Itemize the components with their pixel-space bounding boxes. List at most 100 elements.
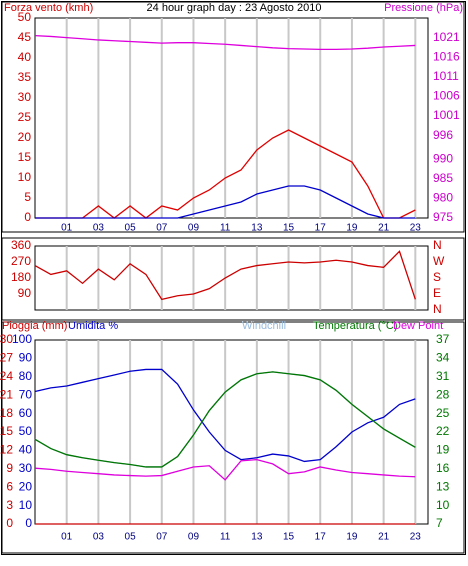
series-line (35, 129, 416, 219)
x-tick-label: 15 (283, 532, 295, 543)
y3-tick-label: 40 (19, 443, 33, 457)
y2-tick-label: N (433, 302, 442, 316)
x-tick-label: 01 (61, 532, 73, 543)
x-tick-label: 09 (188, 532, 200, 543)
x-tick-label: 17 (315, 223, 327, 234)
y3-tick-label: 100 (12, 332, 32, 346)
y2-tick-label: 25 (436, 406, 450, 420)
y2-tick-label: W (433, 254, 445, 268)
y-tick-label: 9 (6, 461, 13, 475)
plot-area (34, 245, 429, 311)
x-tick-label: 09 (188, 223, 200, 234)
y3-tick-label: 50 (19, 424, 33, 438)
y2-axis-label: Pressione (hPa) (384, 2, 463, 14)
y-tick-label: 15 (0, 424, 13, 438)
x-tick-label: 07 (156, 223, 168, 234)
y2-tick-label: N (433, 238, 442, 252)
y-tick-label: 30 (18, 90, 32, 104)
x-tick-label: 07 (156, 532, 168, 543)
y-tick-label: 0 (6, 516, 13, 530)
x-tick-label: 03 (93, 223, 105, 234)
y-tick-label: 6 (6, 479, 13, 493)
y3-tick-label: 90 (19, 351, 33, 365)
y2-tick-label: 10 (436, 498, 450, 512)
y-tick-label: 35 (18, 70, 32, 84)
y3-tick-label: 60 (19, 406, 33, 420)
x-tick-label: 05 (125, 532, 137, 543)
y2-tick-label: 980 (433, 191, 453, 205)
x-tick-label: 03 (93, 532, 105, 543)
legend-entry: Dew Point (393, 320, 443, 332)
y-tick-label: 21 (0, 387, 13, 401)
y3-tick-label: 0 (25, 516, 32, 530)
series-line (35, 185, 416, 219)
y2-tick-label: 1006 (433, 89, 460, 103)
y2-tick-label: 34 (436, 351, 450, 365)
series-line (34, 371, 416, 468)
y2-tick-label: 22 (436, 424, 450, 438)
y2-tick-label: S (433, 270, 441, 284)
series-line (34, 458, 416, 481)
panel-frame (1, 321, 465, 554)
chart-title: 24 hour graph day : 23 Agosto 2010 (147, 2, 322, 14)
y2-tick-label: 7 (436, 516, 443, 530)
y3-tick-label: 80 (19, 369, 33, 383)
series-line (34, 368, 416, 463)
legend-entry: Temperatura (°C) (313, 320, 397, 332)
y2-tick-label: 996 (433, 128, 453, 142)
y2-tick-label: E (433, 286, 441, 300)
x-tick-label: 15 (283, 223, 295, 234)
x-tick-label: 01 (61, 223, 73, 234)
y2-tick-label: 990 (433, 151, 453, 165)
y3-tick-label: 10 (19, 498, 33, 512)
y2-tick-label: 1001 (433, 108, 460, 122)
y-tick-label: 45 (18, 30, 32, 44)
y-tick-label: 27 (0, 351, 13, 365)
y-tick-label: 90 (18, 286, 32, 300)
y2-tick-label: 1016 (433, 49, 460, 63)
legend-entry: Pioggia (mm) (2, 320, 67, 332)
x-tick-label: 21 (378, 532, 390, 543)
x-tick-label: 21 (378, 223, 390, 234)
y3-tick-label: 20 (19, 479, 33, 493)
x-tick-label: 17 (315, 532, 327, 543)
y2-tick-label: 985 (433, 171, 453, 185)
y-tick-label: 15 (18, 150, 32, 164)
y-tick-label: 3 (6, 498, 13, 512)
y3-tick-label: 70 (19, 387, 33, 401)
x-tick-label: 23 (410, 223, 422, 234)
y-tick-label: 24 (0, 369, 13, 383)
y-tick-label: 0 (24, 210, 31, 224)
y-tick-label: 50 (18, 10, 32, 24)
y3-tick-label: 30 (19, 461, 33, 475)
y2-tick-label: 1021 (433, 30, 460, 44)
y-tick-label: 360 (11, 238, 31, 252)
plot-area (34, 339, 429, 525)
x-tick-label: 23 (410, 532, 422, 543)
panel-frame (1, 237, 465, 321)
y2-tick-label: 13 (436, 479, 450, 493)
y2-tick-label: 19 (436, 443, 450, 457)
legend-entry: Umidita % (68, 320, 118, 332)
x-tick-label: 11 (220, 532, 231, 543)
y-tick-label: 30 (0, 332, 13, 346)
x-tick-label: 13 (251, 223, 263, 234)
x-tick-label: 13 (251, 532, 263, 543)
y-tick-label: 20 (18, 130, 32, 144)
panel-frame (1, 1, 465, 233)
y2-tick-label: 37 (436, 332, 450, 346)
y-tick-label: 10 (18, 170, 32, 184)
legend-entry: Windchill (242, 320, 286, 332)
y2-tick-label: 31 (436, 369, 450, 383)
series-line (34, 34, 416, 51)
y-tick-label: 18 (0, 406, 13, 420)
y-tick-label: 25 (18, 110, 32, 124)
y-tick-label: 40 (18, 50, 32, 64)
x-tick-label: 19 (346, 223, 358, 234)
y-axis-label: Forza vento (kmh) (4, 2, 93, 14)
y-tick-label: 180 (11, 270, 31, 284)
y-tick-label: 12 (0, 443, 13, 457)
y-tick-label: 5 (24, 190, 31, 204)
plot-area (34, 17, 429, 219)
